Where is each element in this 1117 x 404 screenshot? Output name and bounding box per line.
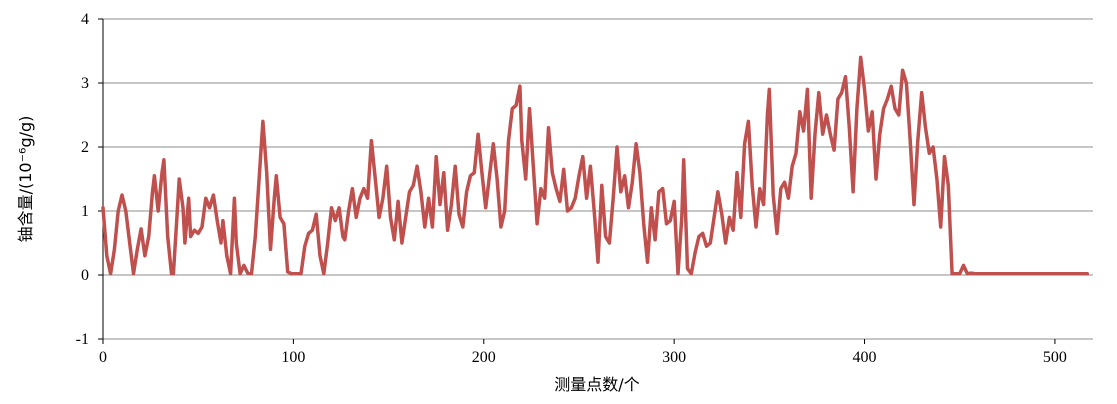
x-tick-label: 400: [853, 349, 877, 366]
y-tick-label: -1: [76, 331, 89, 348]
y-tick-label: 1: [81, 203, 89, 220]
x-tick-label: 500: [1043, 349, 1067, 366]
series-line-0: [101, 55, 1090, 276]
y-tick-label: 0: [81, 267, 89, 284]
y-tick-labels: -1 0 1 2 3 4: [76, 11, 89, 348]
x-tick-label: 0: [99, 349, 107, 366]
y-tick-label: 3: [81, 75, 89, 92]
y-axis-title: 铀含量/(10⁻⁶g/g): [16, 116, 35, 243]
x-tick-label: 100: [281, 349, 305, 366]
series-group: [101, 55, 1090, 276]
x-tick-label: 300: [662, 349, 686, 366]
x-tick-labels: 0 100 200 300 400 500: [99, 349, 1067, 366]
axes: [98, 18, 1056, 344]
x-tick-label: 200: [472, 349, 496, 366]
y-tick-label: 2: [81, 139, 89, 156]
x-axis-title: 测量点数/个: [554, 375, 639, 394]
y-tick-label: 4: [81, 11, 89, 28]
